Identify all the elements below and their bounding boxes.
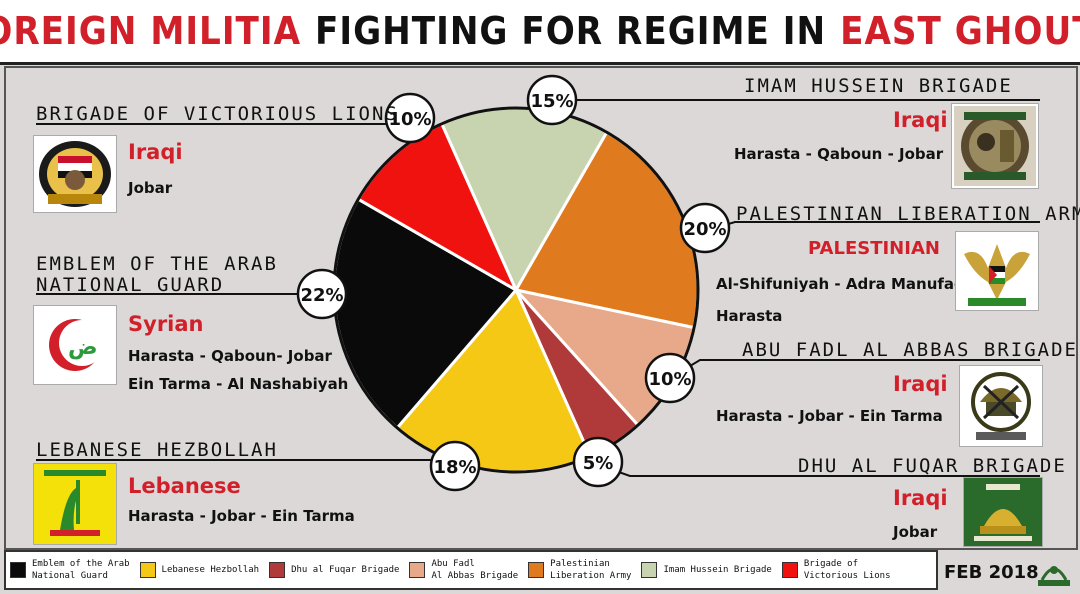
pie-slices <box>332 106 700 474</box>
imam-emblem-icon <box>954 106 1036 186</box>
title-part-1: FOREIGN MILITIA <box>0 9 302 53</box>
chart-panel <box>4 66 1078 550</box>
percent-label-2: 20% <box>683 219 726 240</box>
percent-label-3: 10% <box>648 369 691 390</box>
hezbollah-name: LEBANESE HEZBOLLAH <box>36 439 278 461</box>
chart-legend: Emblem of the Arab National Guard Lebanes… <box>4 550 938 590</box>
pla-name: PALESTINIAN LIBERATION ARMY <box>736 203 1080 225</box>
pla-area-2: Harasta <box>716 307 783 325</box>
legend-item-2: Lebanese Hezbollah <box>139 562 260 578</box>
percent-bubble-2 <box>679 202 731 254</box>
legend-swatch <box>409 562 426 578</box>
date-label: FEB 2018 <box>944 562 1039 583</box>
legend-item-3: Dhu al Fuqar Brigade <box>269 562 399 578</box>
abbas-nation: Iraqi <box>893 372 948 396</box>
arab-guard-area-2: Ein Tarma - Al Nashabiyah <box>128 375 349 393</box>
lions-name: BRIGADE OF VICTORIOUS LIONS <box>36 103 399 125</box>
fuqar-name: DHU AL FUQAR BRIGADE <box>798 455 1067 477</box>
percent-label-4: 5% <box>583 453 614 474</box>
lions-nation: Iraqi <box>128 140 183 164</box>
legend-label: Imam Hussein Brigade <box>663 565 772 575</box>
percent-bubble-6 <box>296 268 348 320</box>
legend-item-5: Palestinian Liberation Army <box>528 558 631 582</box>
legend-swatch <box>269 562 286 578</box>
percent-label-7: 10% <box>388 109 431 130</box>
percent-bubble-5 <box>429 440 481 492</box>
pla-logo <box>956 232 1038 310</box>
arab-guard-area-1: Harasta - Qaboun- Jobar <box>128 347 332 365</box>
percent-bubble-4 <box>572 436 624 488</box>
imam-logo <box>952 104 1038 188</box>
arab-guard-logo: ض <box>34 306 116 384</box>
infographic-title: FOREIGN MILITIA FIGHTING FOR REGIME IN E… <box>0 0 1080 65</box>
legend-label: Palestinian Liberation Army <box>550 559 632 581</box>
legend-swatch <box>528 562 545 578</box>
abbas-area-1: Harasta - Jobar - Ein Tarma <box>716 407 943 425</box>
imam-area-1: Harasta - Qaboun - Jobar <box>734 145 944 163</box>
percent-label-1: 15% <box>530 91 573 112</box>
imam-nation: Iraqi <box>893 108 948 132</box>
lions-area-1: Jobar <box>128 179 173 197</box>
legend-label: Emblem of the Arab National Guard <box>32 559 130 581</box>
lions-emblem-icon <box>39 141 111 207</box>
abbas-name: ABU FADL AL ABBAS BRIGADE <box>742 339 1078 361</box>
percent-label-5: 18% <box>433 457 476 478</box>
title-part-3: EAST GHOUTA <box>840 9 1080 53</box>
legend-item-1: Emblem of the Arab National Guard <box>10 558 130 582</box>
eagle-emblem-icon <box>964 244 1030 306</box>
legend-item-4: Abu Fadl Al Abbas Brigade <box>409 558 518 582</box>
lions-logo <box>34 136 116 212</box>
hezbollah-logo <box>34 464 116 544</box>
legend-swatch <box>641 562 658 578</box>
legend-swatch <box>781 562 798 578</box>
hezbollah-nation: Lebanese <box>128 474 241 498</box>
legend-label: Lebanese Hezbollah <box>161 565 260 575</box>
percent-bubbles: 15% 20% 10% 5% 18% 22% 10% <box>296 74 731 492</box>
arab-guard-name-line-2: NATIONAL GUARD <box>36 274 225 296</box>
legend-item-7: Brigade of Victorious Lions <box>781 558 891 582</box>
fuqar-area-1: Jobar <box>893 523 938 541</box>
legend-swatch <box>10 562 26 578</box>
pla-nation: PALESTINIAN <box>808 238 940 259</box>
legend-item-6: Imam Hussein Brigade <box>641 562 772 578</box>
percent-bubble-3 <box>644 352 696 404</box>
svg-text:ض: ض <box>68 335 98 360</box>
percent-bubble-1 <box>526 74 578 126</box>
abbas-emblem-icon <box>971 372 1031 440</box>
legend-label: Dhu al Fuqar Brigade <box>291 565 400 575</box>
arab-guard-nation: Syrian <box>128 312 204 336</box>
hezbollah-area-1: Harasta - Jobar - Ein Tarma <box>128 507 355 525</box>
pla-area-1: Al-Shifuniyah - Adra Manufacturing <box>716 275 1015 293</box>
hezbollah-flag-icon <box>36 466 114 542</box>
fuqar-logo <box>964 478 1042 546</box>
title-part-2: FIGHTING FOR REGIME IN <box>315 9 827 53</box>
arab-guard-name-line-1: EMBLEM OF THE ARAB <box>36 253 278 275</box>
brand-logo-icon <box>1038 566 1070 586</box>
imam-name: IMAM HUSSEIN BRIGADE <box>744 75 1013 97</box>
crescent-emblem-icon: ض <box>49 319 105 371</box>
legend-label: Brigade of Victorious Lions <box>803 559 891 581</box>
abbas-logo <box>960 366 1042 446</box>
legend-label: Abu Fadl Al Abbas Brigade <box>431 559 519 581</box>
fuqar-nation: Iraqi <box>893 486 948 510</box>
percent-label-6: 22% <box>300 285 343 306</box>
percent-bubble-7 <box>384 92 436 144</box>
fuqar-emblem-icon <box>966 480 1040 544</box>
legend-swatch <box>139 562 156 578</box>
